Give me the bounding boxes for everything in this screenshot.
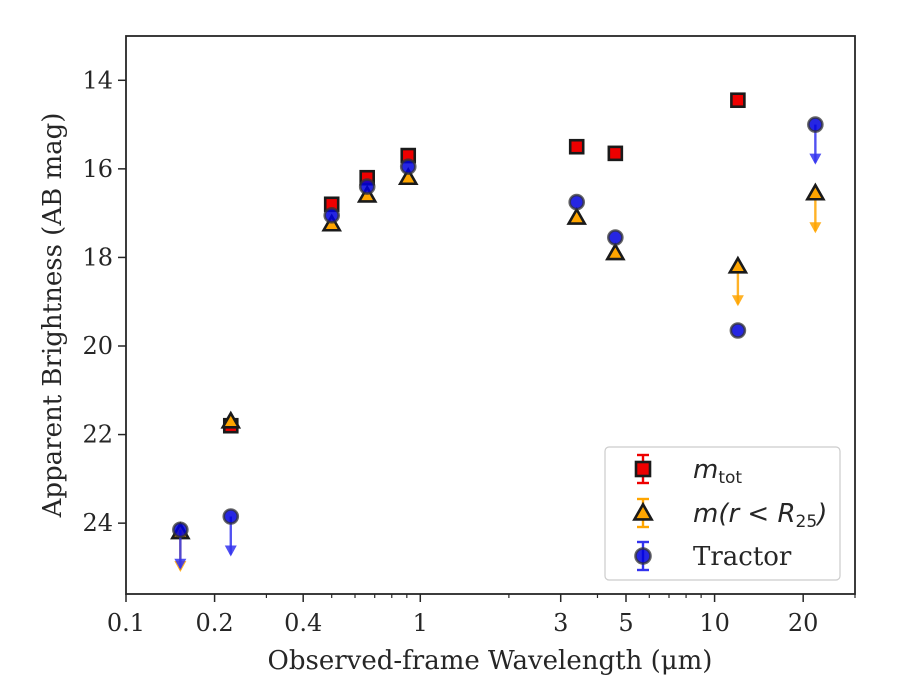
plot-frame [125,35,856,595]
x-axis: 0.1 0.2 0.4 1 3 5 10 20 [107,594,856,637]
data-point-tractor [323,207,341,224]
data-point-tractor [358,178,376,195]
series-tractor [172,116,824,570]
data-point-mr25 [566,206,587,225]
x-tick-label: 1 [413,609,428,637]
upper-limit-head [731,295,744,307]
y-tick-label: 14 [82,66,113,94]
y-tick-label: 24 [82,509,113,537]
x-tick-label: 0.2 [196,609,234,637]
data-point-mr25 [397,167,419,186]
series-mtot [222,92,746,434]
upper-limit-head [809,222,822,234]
data-point-tractor [729,322,747,339]
data-point-mr25 [605,242,626,261]
upper-limit-head [174,558,187,570]
x-tick-label: 0.4 [284,609,322,637]
legend-label-mr25: m(r < R25) [693,499,827,532]
legend-item-mr25: m(r < R25) [632,497,827,532]
data-point-mtot [568,138,585,155]
legend-item-tractor: Tractor [634,540,792,572]
x-tick-label: 0.1 [107,609,145,637]
upper-limit-head [809,153,822,165]
upper-limit-head [224,545,237,557]
data-point-mr25 [727,255,749,274]
y-axis-label: Apparent Brightness (AB mag) [38,113,68,519]
x-tick-label: 20 [788,609,819,637]
y-tick-label: 16 [82,155,113,183]
data-point-tractor [807,116,824,133]
data-point-tractor [568,193,586,211]
data-point-tractor [222,508,240,525]
y-tick-label: 20 [82,332,113,360]
legend-marker-tractor [634,547,652,565]
x-tick-label: 10 [699,609,730,637]
y-tick-label: 22 [82,421,113,449]
legend-marker-mr25 [632,501,654,521]
y-tick-label: 18 [82,243,113,271]
data-point-tractor [172,521,189,539]
legend-box [604,446,841,581]
data-point-mtot [730,92,746,109]
x-tick-label: 5 [618,609,633,637]
legend-label-tractor: Tractor [693,542,792,572]
plot-marks [170,92,826,572]
data-point-mr25 [805,182,826,201]
x-tick-label: 3 [553,609,568,637]
y-axis: 14 16 18 20 22 24 [82,66,126,537]
x-axis-label: Observed-frame Wavelength (μm) [268,646,713,676]
data-point-tractor [607,229,624,246]
data-point-mtot [607,145,624,162]
legend-marker-mtot [634,460,652,478]
data-point-tractor [399,158,417,175]
data-point-mr25 [220,410,242,429]
